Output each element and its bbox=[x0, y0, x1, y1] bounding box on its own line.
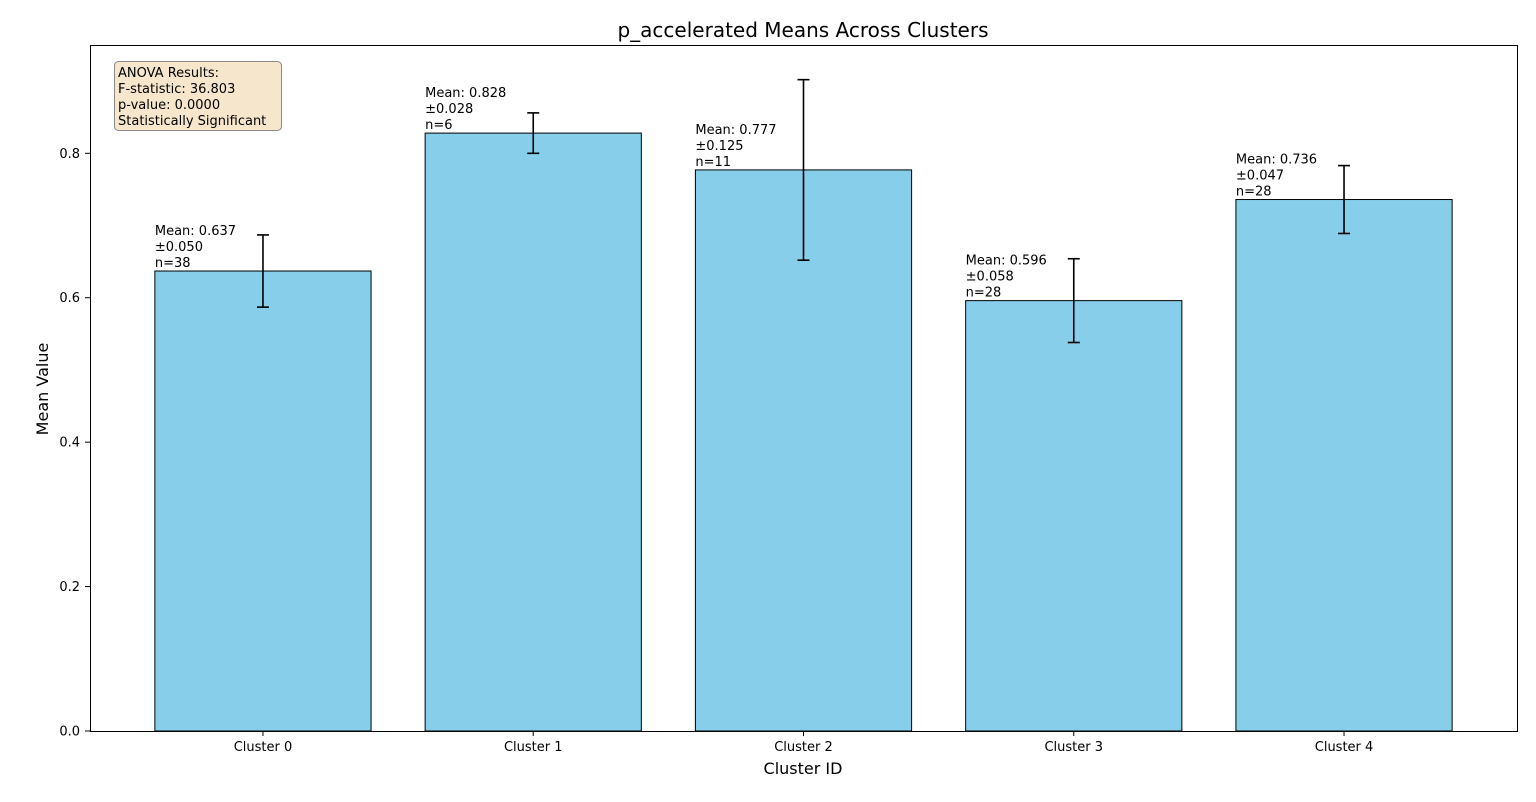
x-axis-label: Cluster ID bbox=[764, 759, 843, 778]
bar-annotation-line: n=28 bbox=[1236, 185, 1272, 200]
bar-annotation-line: Mean: 0.736 bbox=[1236, 153, 1317, 168]
y-axis: 0.0 0.2 0.4 0.6 0.8 bbox=[59, 147, 90, 740]
x-tick-label: Cluster 2 bbox=[774, 740, 833, 755]
anova-stats-line: Statistically Significant bbox=[118, 114, 266, 129]
y-tick-label: 0.4 bbox=[59, 436, 80, 451]
bar bbox=[965, 300, 1183, 732]
anova-stats-box-background bbox=[114, 61, 282, 131]
bar-annotation-line: ±0.058 bbox=[966, 270, 1014, 285]
bar-annotation-line: n=38 bbox=[155, 256, 191, 271]
bar bbox=[424, 132, 642, 732]
y-axis-label: Mean Value bbox=[33, 343, 52, 436]
x-tick-label: Cluster 4 bbox=[1315, 740, 1374, 755]
x-tick-label: Cluster 0 bbox=[234, 740, 293, 755]
bar-annotation-line: n=28 bbox=[966, 286, 1002, 301]
bar bbox=[694, 169, 913, 732]
bar-annotation-line: ±0.050 bbox=[155, 240, 203, 255]
x-tick-label: Cluster 3 bbox=[1044, 740, 1103, 755]
bar-annotation-line: Mean: 0.637 bbox=[155, 224, 236, 239]
bar-annotation-line: ±0.028 bbox=[425, 102, 473, 117]
bar-annotation-line: n=11 bbox=[695, 155, 731, 170]
bar bbox=[1235, 199, 1453, 732]
chart-title: p_accelerated Means Across Clusters bbox=[617, 18, 988, 42]
bar bbox=[154, 270, 372, 732]
bar-annotation-line: ±0.047 bbox=[1236, 169, 1284, 184]
anova-stats-line: ANOVA Results: bbox=[118, 66, 219, 81]
x-axis: Cluster 0 Cluster 1 Cluster 2 Cluster 3 Clus… bbox=[234, 731, 1374, 755]
bar-annotation-line: Mean: 0.828 bbox=[425, 86, 506, 101]
y-tick-label: 0.8 bbox=[59, 147, 80, 162]
anova-stats-line: F-statistic: 36.803 bbox=[118, 82, 235, 97]
anova-stats-line: p-value: 0.0000 bbox=[118, 98, 220, 113]
x-tick-label: Cluster 1 bbox=[504, 740, 563, 755]
y-tick-label: 0.2 bbox=[59, 580, 80, 595]
bar-annotation-line: ±0.125 bbox=[695, 139, 743, 154]
anova-stats-box: ANOVA Results: F-statistic: 36.803 p-val… bbox=[114, 61, 282, 131]
y-tick-label: 0.0 bbox=[59, 725, 80, 740]
bar-annotation-line: Mean: 0.777 bbox=[695, 123, 776, 138]
y-tick-label: 0.6 bbox=[59, 291, 80, 306]
bar-annotation-line: Mean: 0.596 bbox=[966, 254, 1047, 269]
bar-annotation-line: n=6 bbox=[425, 118, 452, 133]
